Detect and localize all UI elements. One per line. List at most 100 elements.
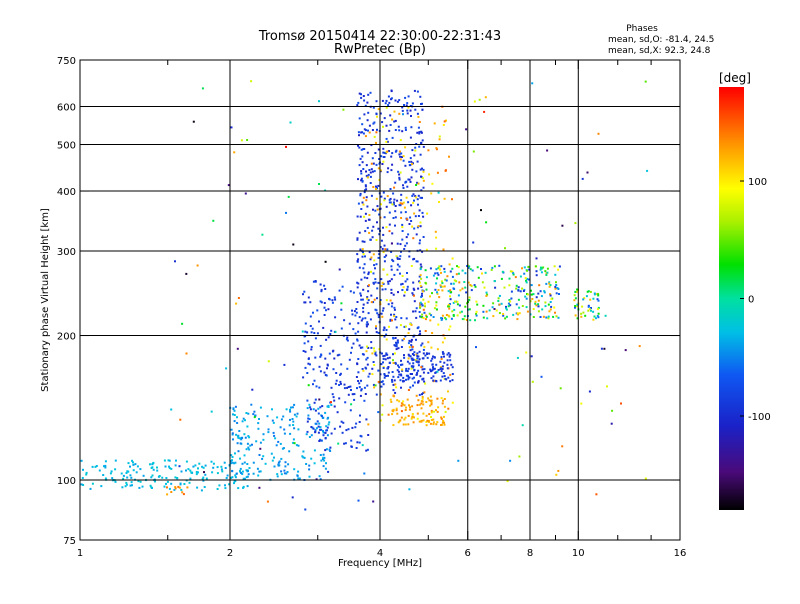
data-point	[109, 472, 112, 475]
data-point	[150, 476, 153, 479]
data-point	[442, 372, 445, 375]
data-point	[352, 328, 355, 331]
data-point	[380, 385, 383, 388]
data-point	[588, 390, 591, 393]
data-point	[361, 346, 364, 349]
data-point	[165, 482, 167, 485]
data-point	[303, 301, 306, 304]
data-point	[400, 416, 403, 419]
data-point	[158, 475, 161, 477]
data-point	[302, 450, 305, 453]
data-point	[440, 317, 443, 319]
data-point	[382, 125, 384, 128]
data-point	[408, 488, 411, 491]
colorbar	[719, 87, 744, 510]
data-point	[358, 344, 361, 347]
data-point	[319, 478, 322, 481]
data-point	[276, 475, 279, 478]
data-point	[443, 361, 446, 364]
data-point	[403, 294, 406, 297]
data-point	[363, 386, 366, 389]
data-point	[357, 202, 360, 205]
data-point	[189, 469, 192, 472]
data-point	[334, 382, 337, 385]
data-point	[389, 114, 392, 117]
data-point	[359, 192, 362, 195]
data-point	[429, 267, 432, 270]
data-point	[442, 419, 445, 422]
data-point	[326, 429, 328, 432]
data-point	[344, 401, 347, 404]
data-point	[430, 419, 433, 421]
data-point	[166, 486, 168, 489]
data-point	[371, 373, 374, 376]
data-point	[411, 168, 414, 171]
data-point	[327, 406, 330, 408]
data-point	[429, 422, 432, 425]
data-point	[258, 470, 261, 473]
data-point	[430, 377, 433, 380]
data-point	[386, 273, 389, 276]
data-point	[587, 305, 590, 308]
data-point	[466, 265, 469, 267]
data-point	[354, 332, 357, 335]
data-point	[305, 433, 308, 436]
data-point	[398, 129, 401, 132]
data-point	[307, 357, 310, 360]
data-point	[440, 417, 443, 420]
data-point	[409, 406, 411, 409]
data-point	[316, 309, 319, 312]
data-point	[324, 431, 327, 434]
data-point	[511, 270, 514, 273]
data-point	[283, 432, 286, 435]
data-point	[297, 477, 300, 480]
data-point	[417, 380, 420, 383]
data-point	[307, 384, 310, 387]
data-point	[356, 286, 359, 289]
data-point	[166, 480, 169, 483]
data-point	[544, 305, 547, 308]
data-point	[530, 355, 533, 358]
data-point	[375, 141, 377, 144]
data-point	[382, 357, 385, 360]
data-point	[367, 290, 370, 293]
data-point	[365, 449, 368, 452]
data-point	[280, 418, 283, 421]
data-point	[400, 359, 402, 362]
data-point	[413, 381, 416, 384]
data-point	[280, 457, 283, 460]
data-point	[412, 287, 415, 290]
data-point	[382, 383, 385, 386]
data-point	[362, 196, 365, 199]
data-point	[111, 477, 114, 480]
data-point	[321, 417, 324, 419]
data-point	[430, 314, 433, 317]
data-point	[135, 471, 138, 474]
data-point	[399, 139, 402, 142]
data-point	[256, 467, 259, 470]
data-point	[442, 352, 445, 355]
data-point	[385, 106, 388, 109]
data-point	[448, 355, 451, 358]
data-point	[375, 393, 378, 396]
data-point	[289, 121, 292, 124]
data-point	[523, 288, 526, 291]
data-point	[407, 342, 410, 345]
data-point	[387, 413, 390, 416]
data-point	[410, 344, 413, 347]
data-point	[330, 329, 333, 332]
data-point	[445, 119, 447, 122]
data-point	[391, 371, 394, 373]
data-point	[173, 488, 176, 491]
data-point	[451, 198, 453, 201]
data-point	[417, 194, 420, 197]
data-point	[383, 256, 386, 258]
data-point	[420, 420, 423, 423]
data-point	[624, 349, 627, 352]
data-point	[382, 160, 385, 163]
data-point	[381, 404, 384, 407]
data-point	[394, 150, 397, 153]
data-point	[433, 410, 435, 413]
data-point	[411, 345, 414, 348]
data-point	[386, 140, 389, 143]
